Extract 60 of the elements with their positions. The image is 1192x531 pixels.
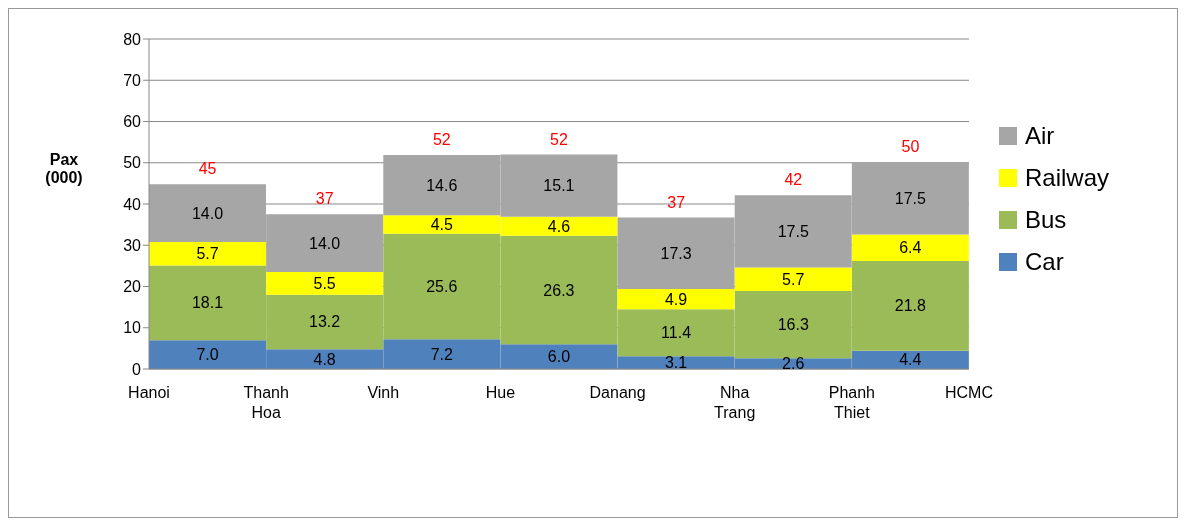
text: Thanh Hoa	[242, 383, 290, 423]
data-label: 14.0	[191, 204, 224, 222]
total-label: 42	[783, 171, 804, 190]
data-label: 14.6	[426, 176, 458, 194]
text: Hue	[484, 383, 517, 403]
text: Danang	[588, 383, 647, 403]
text: Nha Trang	[713, 383, 757, 423]
total-label: 50	[900, 138, 921, 157]
y-tick-label: 70	[123, 71, 142, 89]
data-label: 17.5	[894, 189, 927, 207]
text: HCMC	[944, 383, 994, 403]
data-label: 5.5	[313, 274, 336, 292]
data-label: 2.6	[782, 355, 805, 373]
data-label: 17.3	[660, 244, 692, 262]
total-label: 45	[197, 160, 218, 179]
data-label: 6.0	[547, 348, 571, 366]
data-label: 16.3	[777, 316, 809, 334]
y-tick-label: 40	[123, 195, 142, 213]
data-label: 4.5	[430, 215, 453, 233]
total-label: 52	[549, 130, 569, 149]
data-label: 25.6	[426, 278, 458, 295]
data-label: 6.4	[899, 239, 922, 257]
data-label: 5.7	[196, 245, 219, 263]
data-label: 4.8	[313, 350, 336, 368]
data-label: 14.0	[309, 234, 341, 252]
bar	[266, 272, 384, 295]
data-label: 15.1	[543, 177, 575, 195]
y-tick-label: 30	[123, 236, 142, 254]
legend-label: Railway	[1025, 164, 1110, 192]
text: Hanoi	[127, 383, 171, 403]
data-label: 4.4	[899, 351, 922, 369]
bar	[149, 241, 266, 266]
total-label: 37	[314, 190, 335, 209]
y-tick-label: 0	[132, 360, 142, 378]
data-label: 3.1	[664, 354, 688, 372]
bar	[851, 234, 969, 261]
legend-label: Air	[1025, 122, 1055, 150]
data-label: 17.5	[777, 222, 809, 240]
data-label: 4.6	[547, 217, 571, 235]
y-tick-label: 50	[123, 154, 142, 172]
data-label: 4.9	[664, 290, 688, 308]
y-tick-label: 60	[123, 113, 142, 131]
data-label: 26.3	[543, 281, 575, 299]
y-tick-label: 10	[123, 319, 142, 337]
data-label: 5.7	[782, 270, 805, 288]
data-label: 7.2	[430, 345, 453, 363]
y-axis-title: Pax (000)	[44, 150, 84, 188]
data-label: 7.0	[196, 346, 219, 364]
text: Phanh Thiet	[827, 383, 876, 423]
data-label: 11.4	[661, 324, 692, 342]
legend-label: Bus	[1025, 206, 1067, 234]
total-label: 52	[431, 130, 452, 149]
data-label: 21.8	[894, 297, 927, 315]
data-label: 18.1	[191, 294, 224, 312]
text: Vinh	[366, 383, 401, 403]
y-tick-label: 20	[123, 278, 142, 296]
total-label: 37	[666, 193, 687, 212]
legend-label: Car	[1025, 248, 1064, 276]
data-label: 13.2	[309, 313, 341, 331]
y-tick-label: 80	[123, 30, 142, 48]
